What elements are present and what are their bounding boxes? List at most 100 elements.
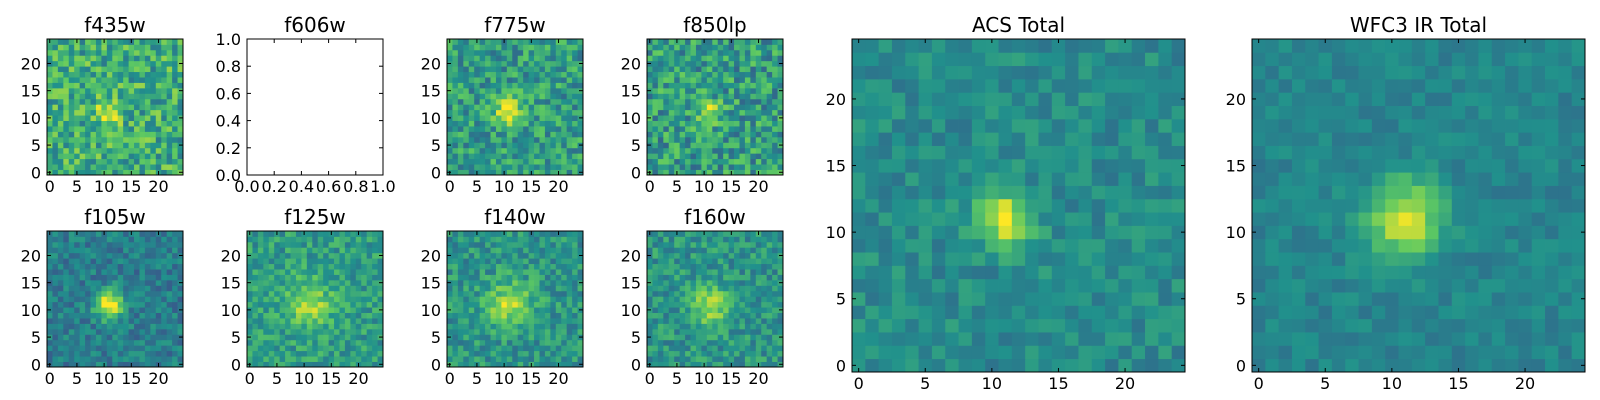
heatmap-cell — [323, 345, 329, 352]
heatmap-cell — [755, 77, 762, 83]
heatmap-cell — [350, 285, 357, 292]
heatmap-cell — [263, 258, 270, 265]
heatmap-cell — [755, 312, 762, 319]
heatmap-cell — [512, 350, 519, 357]
heatmap-cell — [166, 350, 173, 357]
heatmap-cell — [495, 126, 502, 132]
heatmap-cell — [117, 142, 124, 149]
heatmap-cell — [1145, 225, 1159, 240]
heatmap-cell — [47, 263, 53, 270]
heatmap-cell — [755, 263, 762, 270]
heatmap-cell — [701, 77, 708, 83]
x-tick-label: 0 — [645, 177, 655, 196]
heatmap-cell — [101, 82, 108, 89]
heatmap-cell — [528, 247, 535, 254]
heatmap-cell — [717, 82, 724, 89]
heatmap-cell — [517, 98, 524, 105]
heatmap-cell — [717, 231, 724, 237]
heatmap-cell — [555, 109, 562, 116]
heatmap-cell — [95, 356, 102, 362]
heatmap-cell — [101, 241, 108, 248]
heatmap-cell — [355, 296, 362, 303]
heatmap-cell — [139, 82, 146, 89]
heatmap-cell — [63, 334, 70, 341]
heatmap-cell — [495, 274, 502, 281]
heatmap-cell — [1105, 238, 1119, 253]
heatmap-cell — [766, 247, 773, 254]
heatmap-cell — [652, 236, 659, 243]
heatmap-cell — [723, 258, 729, 265]
heatmap-cell — [52, 77, 59, 83]
heatmap-cell — [350, 361, 357, 368]
heatmap-cell — [865, 172, 880, 186]
heatmap-cell — [695, 350, 702, 357]
heatmap-cell — [777, 71, 784, 78]
heatmap-cell — [739, 269, 746, 275]
heatmap-cell — [161, 350, 168, 357]
heatmap-cell — [312, 323, 319, 330]
heatmap-cell — [668, 269, 675, 275]
heatmap-cell — [523, 345, 529, 352]
heatmap-cell — [663, 236, 670, 243]
heatmap-cell — [468, 258, 475, 265]
heatmap-cell — [177, 131, 184, 138]
heatmap-cell — [350, 258, 357, 265]
heatmap-cell — [652, 356, 659, 362]
heatmap-cell — [257, 312, 264, 319]
heatmap-cell — [679, 323, 686, 330]
heatmap-cell — [339, 279, 346, 286]
heatmap-cell — [772, 44, 778, 51]
heatmap-cell — [690, 334, 697, 341]
heatmap-cell — [755, 274, 762, 281]
heatmap-cell — [761, 361, 768, 368]
heatmap-cell — [523, 60, 529, 67]
heatmap-cell — [74, 49, 81, 56]
heatmap-cell — [1011, 212, 1026, 226]
heatmap-cell — [561, 350, 568, 357]
heatmap-cell — [695, 258, 702, 265]
heatmap-cell — [544, 115, 551, 121]
heatmap-cell — [695, 263, 702, 270]
x-tick-label: 15 — [121, 177, 141, 196]
heatmap-cell — [1065, 225, 1079, 240]
heatmap-cell — [252, 328, 259, 335]
heatmap-cell — [690, 49, 697, 56]
heatmap-cell — [690, 356, 697, 362]
heatmap-cell — [355, 318, 362, 324]
heatmap-cell — [355, 279, 362, 286]
heatmap-cell — [523, 49, 529, 56]
heatmap-cell — [290, 252, 297, 259]
heatmap-cell — [572, 60, 578, 67]
heatmap-cell — [479, 252, 486, 259]
heatmap-cell — [528, 131, 535, 138]
heatmap-cell — [247, 258, 253, 265]
heatmap-cell — [457, 158, 464, 165]
heatmap-cell — [134, 269, 140, 275]
heatmap-cell — [723, 323, 729, 330]
heatmap-cell — [117, 60, 124, 67]
heatmap-cell — [647, 274, 653, 281]
heatmap-cell — [172, 66, 178, 73]
heatmap-cell — [63, 77, 70, 83]
heatmap-cell — [657, 361, 664, 368]
heatmap-cell — [555, 356, 562, 362]
heatmap-cell — [452, 169, 459, 176]
heatmap-cell — [1105, 185, 1119, 200]
heatmap-cell — [1025, 292, 1039, 306]
heatmap-cell — [63, 49, 70, 56]
heatmap-cell — [463, 252, 470, 259]
heatmap-cell — [1158, 225, 1173, 240]
heatmap-cell — [679, 350, 686, 357]
heatmap-cell — [690, 258, 697, 265]
heatmap-cell — [468, 247, 475, 254]
heatmap-cell — [366, 247, 373, 254]
heatmap-cell — [95, 153, 102, 160]
heatmap-cell — [572, 258, 578, 265]
heatmap-cell — [485, 109, 491, 116]
heatmap-cell — [128, 328, 135, 335]
heatmap-cell — [361, 269, 368, 275]
heatmap-cell — [739, 131, 746, 138]
heatmap-cell — [555, 71, 562, 78]
heatmap-cell — [495, 307, 502, 313]
heatmap-cell — [344, 290, 351, 297]
